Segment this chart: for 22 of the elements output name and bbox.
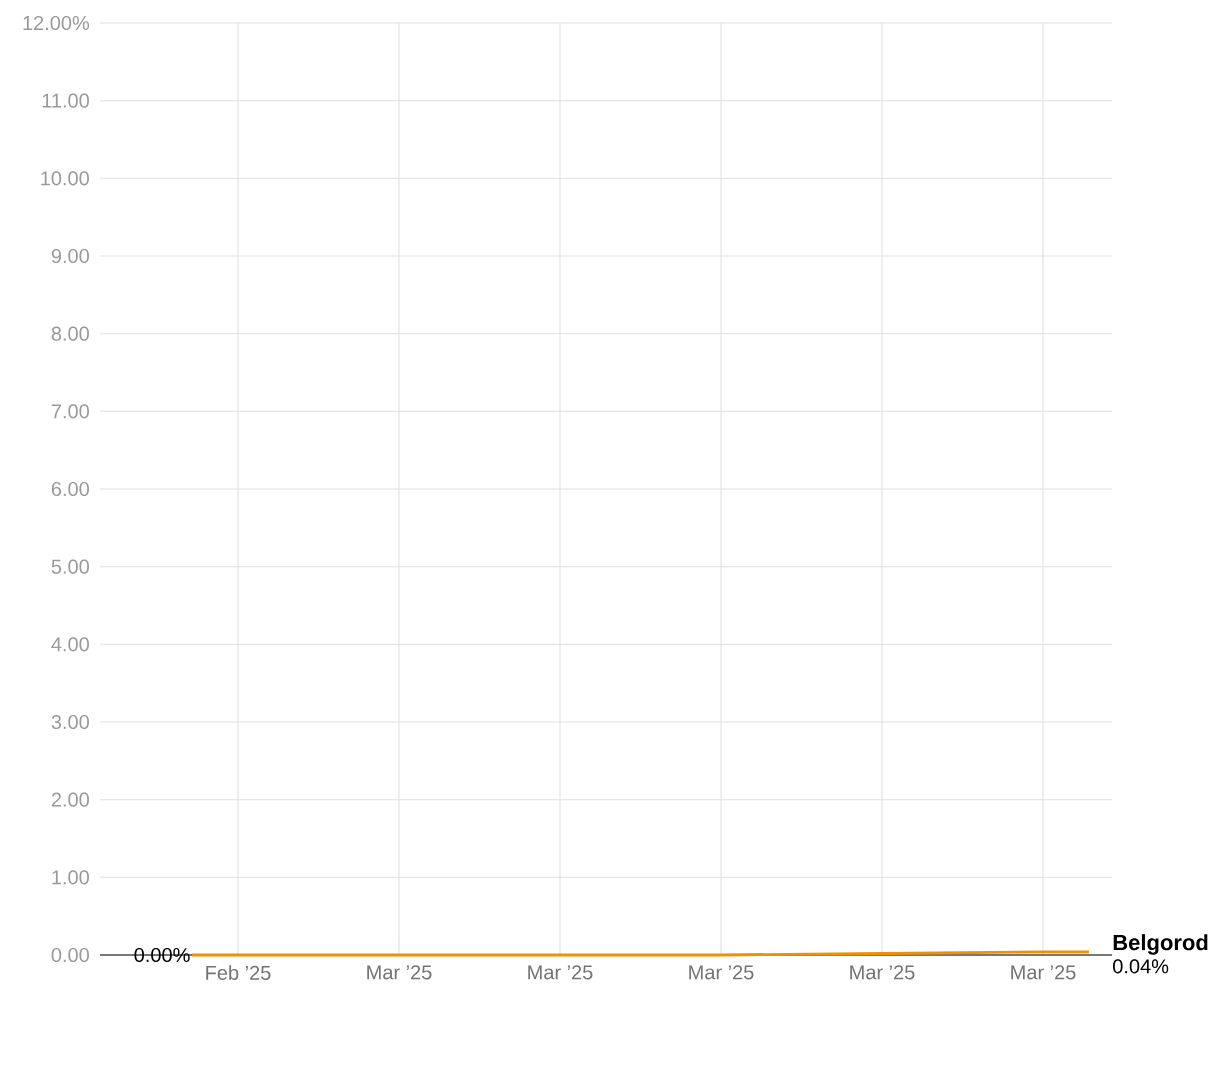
y-tick-label: 1.00 bbox=[52, 870, 89, 885]
y-tick-label: 2.00 bbox=[51, 792, 89, 807]
x-tick-label: Mar ’25 bbox=[528, 965, 593, 980]
y-tick-label: 0.00 bbox=[51, 947, 89, 963]
x-tick-label: Feb ’25 bbox=[206, 965, 271, 980]
x-tick-label: Mar ’25 bbox=[689, 965, 754, 980]
x-tick-label: Mar ’25 bbox=[850, 965, 915, 980]
y-tick-label: 7.00 bbox=[51, 404, 89, 419]
data-label: 0.00% bbox=[134, 947, 190, 963]
y-tick-label: 3.00 bbox=[51, 714, 89, 730]
series-label: Belgorod bbox=[1113, 934, 1208, 955]
x-tick-label: Mar ’25 bbox=[367, 965, 432, 980]
y-tick-label: 5.00 bbox=[51, 559, 89, 574]
y-tick-label: 11.00 bbox=[42, 93, 89, 108]
y-tick-label: 4.00 bbox=[51, 637, 89, 652]
y-tick-label: 6.00 bbox=[51, 481, 89, 497]
y-tick-label: 9.00 bbox=[51, 248, 89, 264]
x-tick-label: Mar ’25 bbox=[1011, 965, 1076, 980]
y-tick-label: 12.00% bbox=[23, 15, 90, 31]
data-label: 0.04% bbox=[1113, 959, 1169, 974]
y-tick-label: 8.00 bbox=[51, 326, 89, 341]
y-tick-label: 10.00 bbox=[41, 171, 89, 186]
